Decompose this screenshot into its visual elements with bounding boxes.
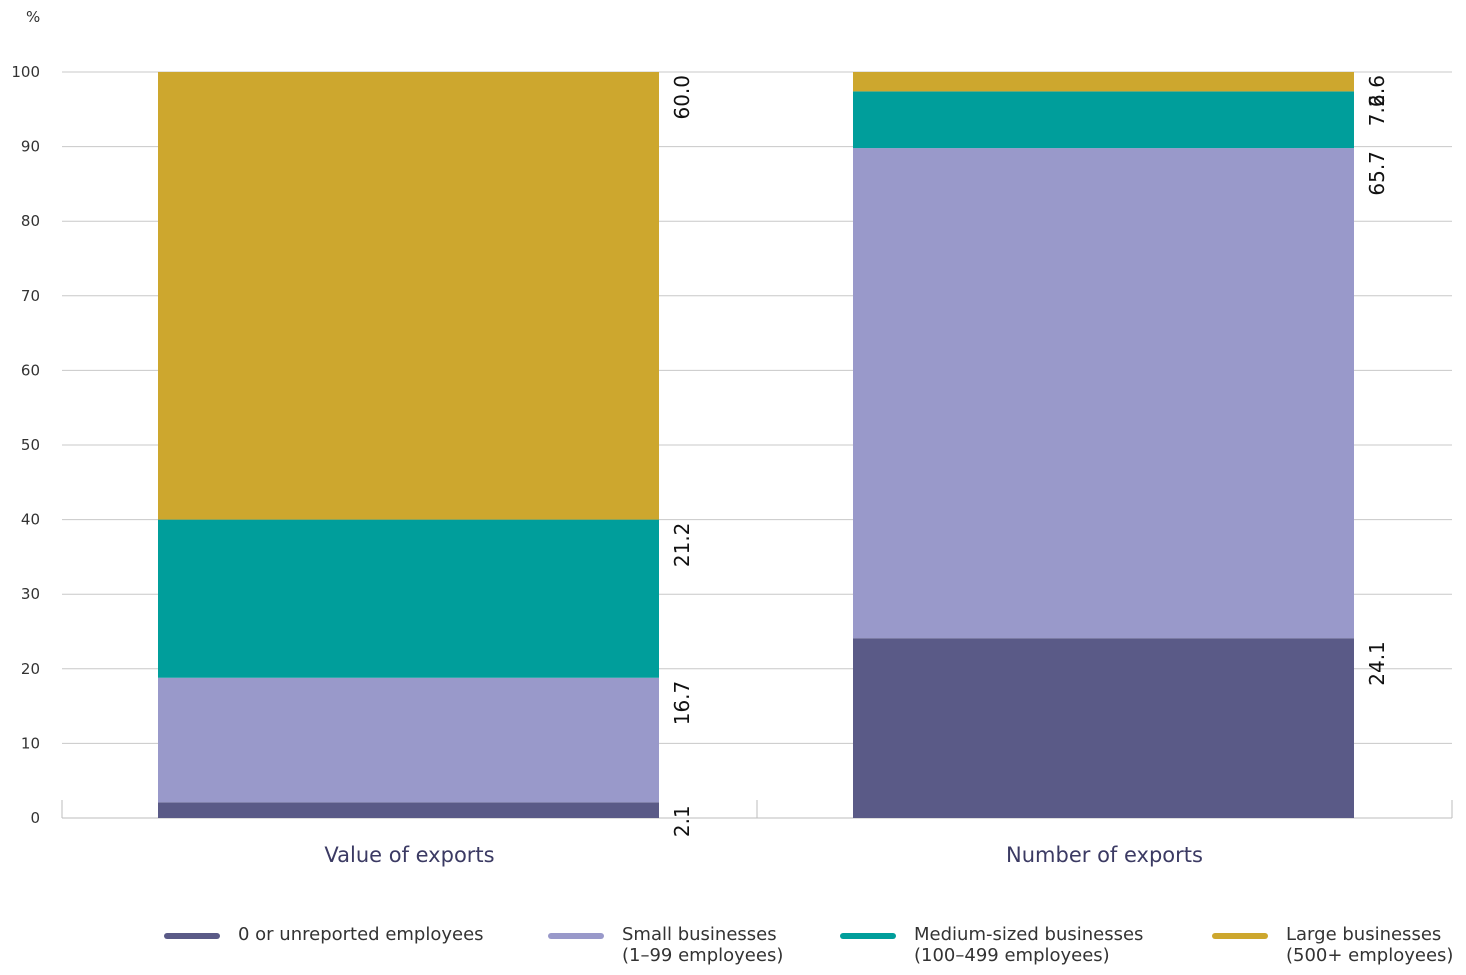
bar-segment [853, 72, 1354, 92]
y-tick-label: 0 [30, 809, 40, 827]
y-tick-label: 20 [21, 660, 40, 678]
y-tick-label: 40 [21, 511, 40, 529]
value-label: 60.0 [670, 75, 694, 120]
y-tick-label: 60 [21, 361, 40, 379]
value-label: 65.7 [1365, 151, 1389, 196]
bar-segment [853, 148, 1354, 639]
legend-swatch [548, 933, 604, 939]
y-axis-unit: % [26, 8, 40, 26]
legend-label: Medium-sized businesses (100–499 employee… [914, 924, 1144, 966]
y-tick-label: 50 [21, 436, 40, 454]
value-label: 7.6 [1365, 94, 1389, 126]
bars [158, 72, 1354, 818]
bar-segment [158, 802, 659, 818]
bar-segment [853, 638, 1354, 818]
legend-label: Small businesses (1–99 employees) [622, 924, 784, 966]
legend-label: Large businesses (500+ employees) [1286, 924, 1454, 966]
y-tick-label: 10 [21, 734, 40, 752]
y-axis-ticks: 0 10 20 30 40 50 60 70 80 90 100 [11, 63, 40, 827]
y-tick-label: 100 [11, 63, 40, 81]
stacked-bar-chart: % 0 10 20 30 40 50 60 70 80 90 100 2.1 16.7 21.2 60.0… [11, 8, 1453, 867]
category-labels: Value of exports Number of exports [324, 843, 1203, 867]
category-label: Value of exports [324, 843, 494, 867]
value-label: 2.1 [670, 805, 694, 837]
value-label: 24.1 [1365, 641, 1389, 686]
bar-segment [158, 677, 659, 803]
value-label: 16.7 [670, 681, 694, 726]
legend-swatch [164, 933, 220, 939]
bar-segment [853, 91, 1354, 149]
bar-segment [158, 519, 659, 678]
legend-swatch [1212, 933, 1268, 939]
legend-item-small: Small businesses (1–99 employees) [548, 924, 783, 966]
y-tick-label: 80 [21, 212, 40, 230]
value-labels: 2.1 16.7 21.2 60.0 24.1 65.7 7.62.6 [670, 75, 1389, 837]
bar-segment [158, 72, 659, 520]
legend-item-large: Large businesses (500+ employees) [1212, 924, 1453, 966]
category-label: Number of exports [1006, 843, 1203, 867]
legend-item-unreported: 0 or unreported employees [164, 924, 484, 945]
legend-item-medium: Medium-sized businesses (100–499 employee… [840, 924, 1143, 966]
y-tick-label: 90 [21, 138, 40, 156]
legend: 0 or unreported employees Small business… [0, 924, 1466, 974]
y-tick-label: 70 [21, 287, 40, 305]
y-tick-label: 30 [21, 585, 40, 603]
value-label: 2.6 [1365, 75, 1389, 107]
legend-label: 0 or unreported employees [238, 924, 484, 945]
value-label: 21.2 [670, 523, 694, 568]
legend-swatch [840, 933, 896, 939]
